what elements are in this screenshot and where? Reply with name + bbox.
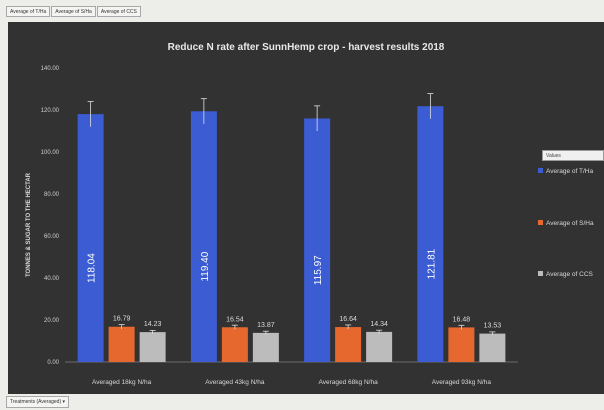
x-tick-label: Averaged 93kg N/ha xyxy=(432,379,492,386)
bar-tha xyxy=(77,114,104,362)
x-tick-label: Averaged 68kg N/ha xyxy=(319,379,379,386)
bar-ccs xyxy=(479,333,506,362)
x-tick-label: Averaged 18kg N/ha xyxy=(92,379,152,386)
bar-sha xyxy=(221,327,248,362)
bar-ccs xyxy=(252,332,279,362)
y-tick-label: 120.00 xyxy=(41,108,60,114)
data-label-ccs: 14.23 xyxy=(144,321,162,328)
x-tick-label: Averaged 43kg N/ha xyxy=(205,379,265,386)
data-label-tha: 121.81 xyxy=(426,248,437,279)
data-label-tha: 115.97 xyxy=(313,255,324,285)
legend-swatch-tha xyxy=(538,168,543,173)
bar-tha xyxy=(304,118,331,362)
data-label-ccs: 14.34 xyxy=(370,321,388,328)
data-label-sha: 16.54 xyxy=(226,316,244,323)
y-tick-label: 60.00 xyxy=(44,234,60,240)
data-label-tha: 118.04 xyxy=(87,253,98,283)
legend-swatch-sha xyxy=(538,220,543,225)
y-tick-label: 100.00 xyxy=(41,150,60,156)
legend-swatch-ccs xyxy=(538,271,543,276)
chart-area[interactable]: Reduce N rate after SunnHemp crop - harv… xyxy=(8,22,604,394)
y-tick-label: 0.00 xyxy=(47,360,59,366)
data-label-tha: 119.40 xyxy=(200,251,211,281)
data-label-sha: 16.64 xyxy=(339,316,357,323)
bar-sha xyxy=(335,327,362,362)
y-axis-label: TONNES & SUGAR TO THE HECTAR xyxy=(26,172,32,277)
pivot-field-buttons: Average of T/Ha Average of S/Ha Average … xyxy=(6,6,142,17)
legend-label-ccs: Average of CCS xyxy=(546,271,594,278)
legend-field-dropdown[interactable]: Values xyxy=(542,150,604,161)
bar-sha xyxy=(108,326,135,362)
legend-label-sha: Average of S/Ha xyxy=(546,220,594,227)
data-label-sha: 16.48 xyxy=(453,316,471,323)
data-label-sha: 16.79 xyxy=(113,316,131,323)
pivot-field-button-ccs[interactable]: Average of CCS xyxy=(96,6,141,17)
treatments-filter-button[interactable]: Treatments (Averaged) ▾ xyxy=(6,396,70,408)
pivot-field-button-tha[interactable]: Average of T/Ha xyxy=(6,6,51,17)
bar-ccs xyxy=(366,331,393,362)
y-tick-label: 80.00 xyxy=(44,192,60,198)
data-label-ccs: 13.87 xyxy=(257,322,275,329)
bar-tha xyxy=(190,111,217,362)
y-tick-label: 20.00 xyxy=(44,318,60,324)
legend-label-tha: Average of T/Ha xyxy=(546,168,593,175)
bar-chart: Reduce N rate after SunnHemp crop - harv… xyxy=(26,42,594,386)
y-tick-label: 40.00 xyxy=(44,276,60,282)
bar-sha xyxy=(448,327,475,362)
chart-title: Reduce N rate after SunnHemp crop - harv… xyxy=(168,42,445,53)
y-tick-label: 140.00 xyxy=(41,66,60,72)
bar-ccs xyxy=(139,332,166,362)
data-label-ccs: 13.53 xyxy=(484,323,502,330)
bar-tha xyxy=(417,106,444,362)
pivot-field-button-sha[interactable]: Average of S/Ha xyxy=(51,6,96,17)
